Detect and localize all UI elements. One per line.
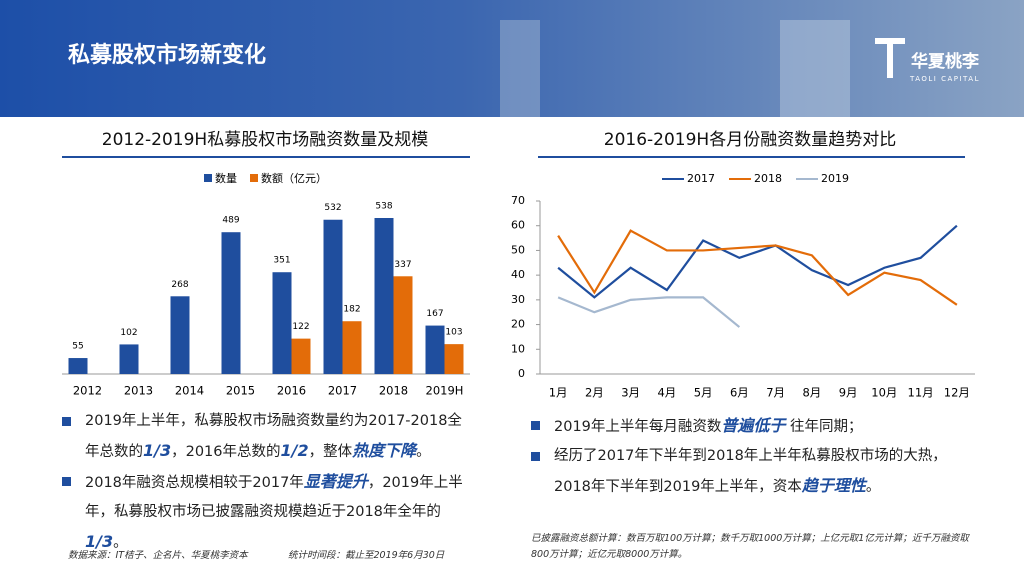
bullet: 经历了2017年下半年到2018年上半年私募股权市场的大热，2018年下半年到2… [531, 442, 981, 502]
x-tick-label: 6月 [730, 386, 749, 400]
x-tick-label: 9月 [839, 386, 858, 400]
bullet-text: 。 [416, 444, 431, 460]
header-title: 私募股权市场新变化 [68, 42, 266, 68]
x-tick-label: 5月 [694, 386, 713, 400]
bar [221, 232, 241, 374]
bar [342, 321, 362, 374]
bar [170, 296, 190, 374]
bar [272, 272, 292, 374]
emphasis: 普遍低于 [721, 416, 786, 435]
chart-title: 2016-2019H各月份融资数量趋势对比 [604, 130, 896, 150]
x-tick-label: 2月 [585, 386, 604, 400]
data-label: 351 [273, 256, 290, 266]
emphasis: 热度下降 [352, 441, 417, 460]
data-label: 182 [343, 305, 360, 315]
data-label: 538 [375, 202, 392, 212]
x-tick-label: 2017 [328, 384, 357, 398]
logo-text: 华夏桃李 [911, 51, 979, 72]
legend-swatch [250, 174, 258, 182]
bullet-text: 经历了2017年下半年到2018年上半年私募股权市场的大热，2018年下半年到2… [554, 448, 947, 495]
x-tick-label: 4月 [657, 386, 676, 400]
bar [374, 218, 394, 374]
bullet-text: 。 [113, 535, 128, 551]
data-label: 103 [445, 328, 462, 338]
x-tick-label: 12月 [944, 386, 970, 400]
bullet-text: 往年同期； [785, 419, 863, 435]
x-tick-label: 2014 [175, 384, 204, 398]
bullet-text: ，2019年上半年，私募股权市场已披露融资规模趋近于2018年全年的 [85, 475, 463, 520]
building [780, 20, 850, 117]
bar [393, 276, 413, 374]
bar [119, 344, 139, 374]
left-bullets: 2019年上半年，私募股权市场融资数量约为2017-2018全年总数的1/3，2… [62, 407, 472, 558]
y-tick-label: 0 [518, 367, 525, 380]
y-tick-label: 30 [511, 293, 525, 306]
data-label: 102 [120, 328, 137, 338]
data-label: 122 [292, 322, 309, 332]
legend-label: 数额（亿元） [261, 172, 327, 185]
right-bullets: 2019年上半年每月融资数普遍低于 往年同期； 经历了2017年下半年到2018年… [531, 411, 981, 502]
series-line [557, 229, 958, 306]
bullet-text: 2019年上半年，私募股权市场融资数量约为2017-2018全年总数的 [85, 413, 462, 460]
legend-swatch [204, 174, 212, 182]
x-tick-label: 10月 [871, 386, 897, 400]
x-tick-label: 2015 [226, 384, 255, 398]
x-tick-label: 2016 [277, 384, 306, 398]
x-tick-label: 11月 [908, 386, 934, 400]
building [500, 20, 540, 117]
bar [291, 338, 311, 374]
emphasis: 1/3 [143, 441, 172, 460]
logo-mark [875, 38, 905, 78]
emphasis: 1/2 [280, 441, 309, 460]
y-tick-label: 10 [511, 342, 525, 355]
legend-label: 2017 [687, 172, 715, 185]
logo-sub: TAOLI CAPITAL [909, 75, 980, 83]
series-line [557, 296, 741, 328]
x-tick-label: 1月 [549, 386, 568, 400]
bar [68, 358, 88, 374]
bullet-text: 2019年上半年每月融资数 [554, 419, 722, 435]
x-tick-label: 2019H [426, 384, 464, 398]
legend-label: 数量 [215, 172, 237, 185]
data-label: 167 [426, 309, 443, 319]
x-tick-label: 2012 [73, 384, 102, 398]
chart-title: 2012-2019H私募股权市场融资数量及规模 [102, 130, 428, 150]
data-label: 268 [171, 280, 188, 290]
y-tick-label: 20 [511, 318, 525, 331]
data-label: 55 [72, 342, 83, 352]
y-tick-label: 70 [511, 194, 525, 207]
bullet-text: ，2016年总数的 [171, 444, 281, 460]
data-label: 337 [394, 260, 411, 270]
footnote-method: 已披露融资总额计算：数百万取100万计算；数千万取1000万计算；上亿元取1亿元… [531, 533, 969, 560]
legend-label: 2019 [821, 172, 849, 185]
x-tick-label: 8月 [802, 386, 821, 400]
x-tick-label: 3月 [621, 386, 640, 400]
bullet: 2019年上半年，私募股权市场融资数量约为2017-2018全年总数的1/3，2… [62, 407, 472, 467]
y-tick-label: 50 [511, 243, 525, 256]
bullet-text: 。 [865, 479, 881, 495]
legend-label: 2018 [754, 172, 782, 185]
y-tick-label: 40 [511, 268, 525, 281]
y-tick-label: 60 [511, 219, 525, 232]
bullet: 2019年上半年每月融资数普遍低于 往年同期； [531, 411, 981, 442]
emphasis: 显著提升 [303, 472, 368, 491]
x-tick-label: 2013 [124, 384, 153, 398]
data-label: 489 [222, 216, 239, 226]
bar [444, 344, 464, 374]
footnote-source: 数据来源：IT桔子、企名片、华夏桃李资本 [68, 550, 248, 561]
emphasis: 趋于理性 [801, 476, 866, 495]
data-label: 532 [324, 203, 341, 213]
emphasis: 1/3 [85, 532, 114, 551]
bar [323, 219, 343, 374]
bullet-text: 2018年融资总规模相较于2017年 [85, 475, 304, 491]
bullet: 2018年融资总规模相较于2017年显著提升，2019年上半年，私募股权市场已披… [62, 467, 472, 558]
bar [425, 325, 445, 374]
x-tick-label: 7月 [766, 386, 785, 400]
x-tick-label: 2018 [379, 384, 408, 398]
bullet-text: ，整体 [308, 444, 353, 460]
series-line [557, 224, 958, 299]
footnote-period: 统计时间段：截止至2019年6月30日 [288, 550, 445, 561]
